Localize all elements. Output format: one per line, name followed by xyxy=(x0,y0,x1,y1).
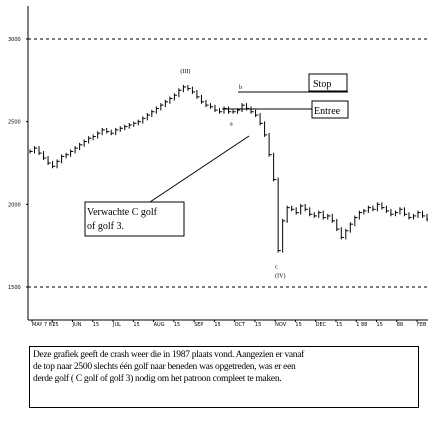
expected-wave-label-line-1: Verwachte C golf xyxy=(87,207,158,218)
x-tick-label: 15 xyxy=(93,322,99,328)
x-tick-label: 15 xyxy=(133,322,139,328)
x-tick-label: AUG xyxy=(154,322,165,328)
x-tick-label: SEP xyxy=(194,322,203,328)
y-tick-label: 1500 xyxy=(8,285,21,291)
x-tick-label: 15 xyxy=(255,322,261,328)
x-tick-label: 1 88 xyxy=(356,322,367,328)
caption-line-3: derde golf ( C golf of golf 3) nodig om … xyxy=(33,374,282,384)
wave-label: b xyxy=(239,85,242,91)
wave-labels: (III) b a c (IV) xyxy=(180,68,285,280)
expected-wave-annotation: Verwachte C golf of golf 3. xyxy=(84,135,250,237)
x-tick-label: 88 xyxy=(397,322,403,328)
caption-box: Deze grafiek geeft de crash weer die in … xyxy=(29,346,419,408)
entry-box xyxy=(311,100,349,119)
stop-annotation: Stop xyxy=(238,73,348,93)
x-tick-label: 15 xyxy=(336,322,342,328)
y-tick-label: 2500 xyxy=(8,120,21,126)
stop-label: Stop xyxy=(313,79,331,90)
expected-wave-box xyxy=(84,201,185,237)
x-tick-label: MAY 7 87 xyxy=(32,322,55,328)
caption-line-2: de top naar 2500 slechts één golf naar b… xyxy=(33,362,296,372)
x-tick-label: 15 xyxy=(174,322,180,328)
y-tick-label: 3000 xyxy=(8,37,21,43)
y-tick-label: 2000 xyxy=(8,202,21,208)
entry-label: Entree xyxy=(314,106,341,117)
wave-label: a xyxy=(230,122,233,128)
axes xyxy=(27,6,428,321)
wave-label: c xyxy=(275,265,278,271)
stop-box xyxy=(308,73,348,92)
x-tick-label: NOV xyxy=(275,322,287,328)
expected-wave-label-line-2: of golf 3. xyxy=(87,221,124,232)
x-tick-label: DEC xyxy=(316,322,327,328)
x-tick-label: 15 xyxy=(295,322,301,328)
x-tick-label: FEB xyxy=(417,322,427,328)
x-tick-label: 15 xyxy=(52,322,58,328)
x-tick-label: 15 xyxy=(376,322,382,328)
x-tick-label: JUN xyxy=(72,322,82,328)
x-tick-label: JUL xyxy=(112,322,121,328)
entry-annotation: Entree xyxy=(222,100,349,119)
wave-label: (III) xyxy=(180,68,190,75)
x-tick-label: 15 xyxy=(214,322,220,328)
caption-line-1: Deze grafiek geeft de crash weer die in … xyxy=(33,350,305,360)
x-tick-label: OCT xyxy=(235,322,246,328)
wave-label: (IV) xyxy=(275,273,285,280)
expected-wave-pointer xyxy=(149,135,250,203)
